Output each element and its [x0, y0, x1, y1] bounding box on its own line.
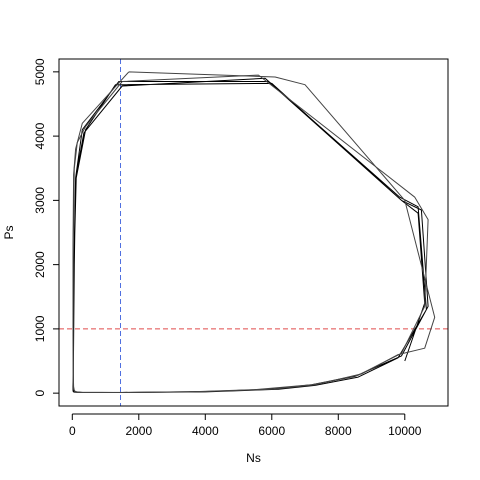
y-tick-label: 3000 [33, 187, 47, 214]
x-tick-label: 2000 [125, 424, 152, 438]
y-tick-label: 5000 [33, 58, 47, 85]
y-tick-label: 1000 [33, 315, 47, 342]
x-tick-label: 8000 [325, 424, 352, 438]
x-axis-title: Ns [246, 451, 261, 465]
y-tick-label: 0 [33, 389, 47, 396]
y-tick-label: 2000 [33, 251, 47, 278]
reference-lines [59, 59, 448, 406]
series-layer [72, 71, 436, 393]
x-axis: 0 2000 4000 6000 8000 10000 [69, 413, 422, 438]
plot-area-frame [58, 58, 449, 407]
series-line-1 [72, 77, 429, 393]
series-line-3 [72, 74, 429, 393]
y-tick-label: 4000 [33, 122, 47, 149]
series-line-2 [72, 71, 436, 393]
y-axis: 0 1000 2000 3000 4000 5000 [33, 58, 60, 396]
x-tick-label: 6000 [258, 424, 285, 438]
x-tick-label: 0 [69, 424, 76, 438]
y-axis-title: Ps [2, 225, 16, 239]
x-tick-label: 4000 [192, 424, 219, 438]
x-tick-label: 10000 [388, 424, 422, 438]
